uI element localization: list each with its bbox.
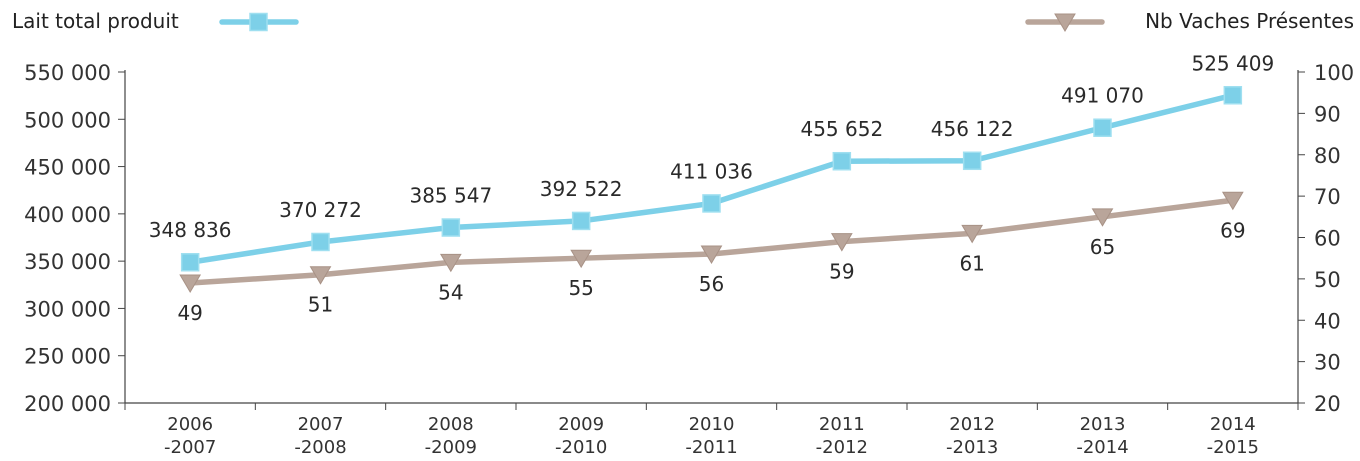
data-label-vaches: 56 <box>699 272 724 296</box>
data-point-lait <box>1223 86 1243 105</box>
right-y-tick-label: 20 <box>1314 392 1341 416</box>
left-y-tick-label: 500 000 <box>24 108 111 132</box>
data-point-vaches <box>961 224 984 244</box>
data-label-vaches: 69 <box>1220 218 1245 242</box>
data-label-vaches: 49 <box>177 301 202 325</box>
legend-label-vaches: Nb Vaches Présentes <box>1145 9 1354 33</box>
data-label-vaches: 55 <box>568 276 593 300</box>
data-label-vaches: 59 <box>829 260 854 284</box>
data-label-lait: 370 272 <box>279 198 362 222</box>
data-point-vaches <box>570 249 593 269</box>
left-y-tick-label: 300 000 <box>24 297 111 321</box>
data-point-lait <box>311 232 330 252</box>
data-point-lait <box>571 211 591 231</box>
legend-swatch-marker-vaches <box>1054 13 1076 32</box>
legend-swatch-marker-lait <box>249 12 268 32</box>
data-label-lait: 491 070 <box>1061 84 1144 108</box>
data-label-lait: 348 836 <box>149 218 232 242</box>
x-category-label: 2009 -2010 <box>555 414 607 458</box>
data-label-lait: 392 522 <box>540 177 623 201</box>
right-y-tick-label: 70 <box>1314 185 1341 209</box>
data-point-vaches <box>309 266 332 285</box>
right-y-tick-label: 50 <box>1314 268 1341 292</box>
left-y-tick-label: 350 000 <box>24 250 111 274</box>
data-label-vaches: 61 <box>959 251 984 275</box>
left-y-tick-label: 400 000 <box>24 203 111 227</box>
x-category-label: 2007 -2008 <box>294 414 346 458</box>
right-y-tick-label: 100 <box>1314 61 1354 85</box>
x-category-label: 2006 -2007 <box>164 414 216 458</box>
data-point-vaches <box>179 274 202 293</box>
x-category-label: 2010 -2011 <box>685 414 737 458</box>
right-y-tick-label: 40 <box>1314 309 1341 333</box>
data-point-vaches <box>700 245 723 265</box>
x-category-label: 2008 -2009 <box>425 414 477 458</box>
data-point-vaches <box>439 253 462 273</box>
data-point-lait <box>180 252 200 272</box>
data-point-lait <box>962 151 982 171</box>
data-label-lait: 411 036 <box>670 159 753 183</box>
data-point-vaches <box>830 233 853 252</box>
left-y-tick-label: 200 000 <box>24 392 111 416</box>
x-category-label: 2013 -2014 <box>1076 414 1128 458</box>
data-point-lait <box>832 151 852 171</box>
right-y-tick-label: 80 <box>1314 144 1341 168</box>
data-point-vaches <box>1221 191 1244 211</box>
data-point-lait <box>702 194 721 213</box>
data-point-lait <box>441 218 461 237</box>
data-point-lait <box>1093 118 1112 137</box>
x-category-label: 2011 -2012 <box>816 414 868 458</box>
data-label-lait: 525 409 <box>1191 51 1274 75</box>
data-label-lait: 385 547 <box>409 184 492 208</box>
data-label-vaches: 51 <box>308 293 333 317</box>
data-label-lait: 455 652 <box>800 117 883 141</box>
x-category-label: 2014 -2015 <box>1207 414 1259 458</box>
data-point-vaches <box>1091 208 1114 227</box>
left-y-tick-label: 250 000 <box>24 345 111 369</box>
left-y-tick-label: 450 000 <box>24 156 111 180</box>
data-label-vaches: 54 <box>438 280 463 304</box>
legend-label-lait: Lait total produit <box>12 9 179 33</box>
right-y-tick-label: 60 <box>1314 227 1341 251</box>
left-y-tick-label: 550 000 <box>24 61 111 85</box>
right-y-tick-label: 30 <box>1314 351 1341 375</box>
right-y-tick-label: 90 <box>1314 102 1341 126</box>
data-label-lait: 456 122 <box>931 117 1014 141</box>
x-category-label: 2012 -2013 <box>946 414 998 458</box>
data-label-vaches: 65 <box>1090 235 1115 259</box>
